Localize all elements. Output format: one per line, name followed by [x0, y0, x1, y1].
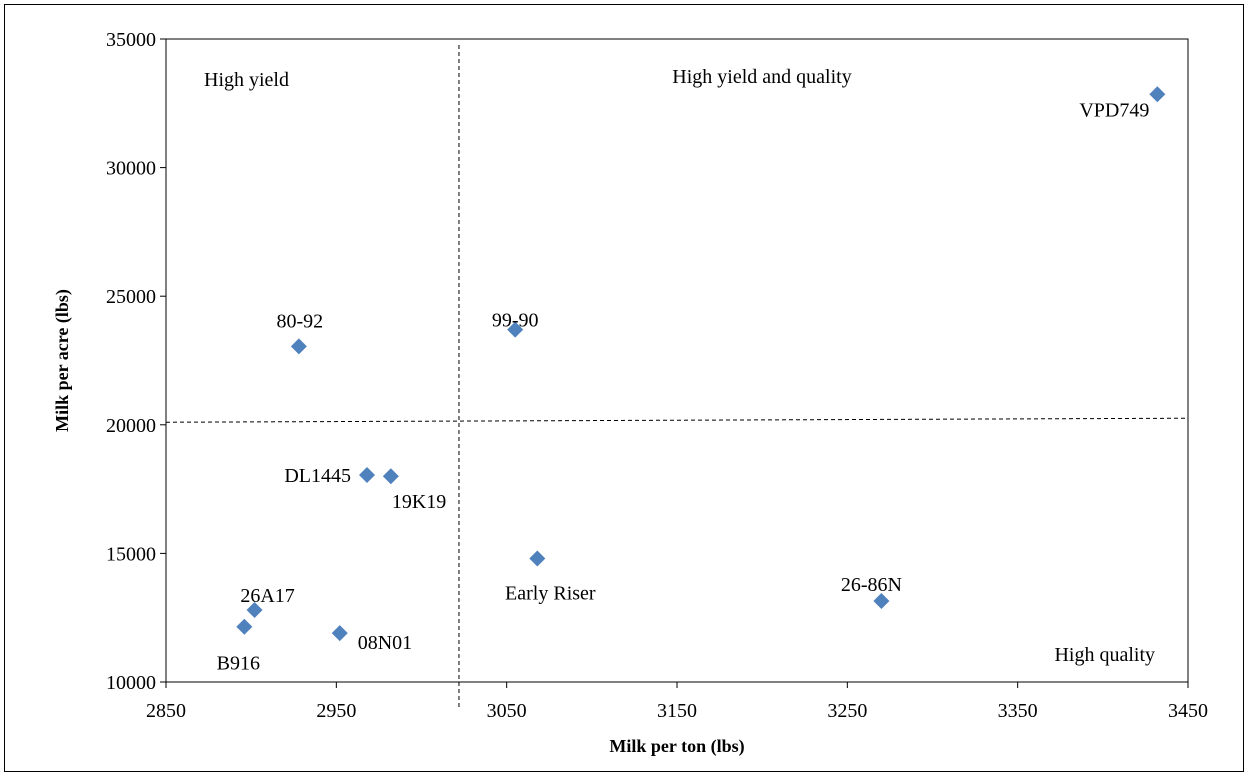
y-tick-label: 25000: [106, 286, 156, 308]
data-label-b916: B916: [217, 653, 260, 675]
data-point-80-92: [290, 338, 307, 355]
data-point-26-86n: [873, 592, 890, 609]
data-point-26a17: [246, 601, 263, 618]
quadrant-label-high-quality: High quality: [1054, 644, 1155, 666]
point-labels: VPD749 80-92 99-90 DL1445 19K19 Early Riser 26…: [217, 99, 1150, 674]
data-points: [236, 86, 1166, 642]
data-label-80-92: 80-92: [277, 310, 324, 332]
x-tick-label: 3250: [827, 700, 867, 722]
x-tick-label: 3350: [998, 700, 1038, 722]
plot-area-border: [165, 38, 1189, 683]
reference-lines: [165, 45, 1189, 707]
x-tick-label: 2950: [316, 700, 356, 722]
data-label-vpd749: VPD749: [1079, 99, 1149, 121]
data-label-19k19: 19K19: [392, 491, 446, 513]
data-label-26-86n: 26-86N: [841, 574, 902, 596]
data-label-dl1445: DL1445: [284, 465, 351, 487]
y-axis-title: Milk per acre (lbs): [52, 289, 73, 432]
axes: 2850 2950 3050 3150 3250 3350 3450 10000 15000 20…: [52, 29, 1208, 757]
x-tick-label: 2850: [146, 700, 186, 722]
data-label-99-90: 99-90: [492, 310, 539, 332]
y-tick-label: 20000: [106, 415, 156, 437]
quadrant-labels: High yield High yield and quality High qua…: [204, 66, 1155, 666]
x-tick-label: 3150: [657, 700, 697, 722]
data-label-early-riser: Early Riser: [505, 583, 596, 605]
chart-frame: [4, 4, 1244, 772]
x-tick-label: 3050: [487, 700, 527, 722]
data-point-vpd749: [1149, 86, 1166, 103]
quadrant-label-high-yield: High yield: [204, 69, 289, 91]
data-label-08n01: 08N01: [358, 632, 412, 654]
data-point-19k19: [382, 468, 399, 485]
data-point-08n01: [331, 625, 348, 642]
x-tick-label: 3450: [1168, 700, 1208, 722]
y-tick-label: 30000: [106, 158, 156, 180]
quadrant-label-high-yield-and-quality: High yield and quality: [672, 66, 851, 88]
data-point-dl1445: [358, 466, 375, 483]
y-tick-label: 35000: [106, 29, 156, 51]
data-point-99-90: [507, 321, 524, 338]
horizontal-reference-line: [165, 417, 1189, 423]
data-point-b916: [236, 618, 253, 635]
x-axis-title: Milk per ton (lbs): [609, 736, 744, 757]
y-tick-label: 10000: [106, 672, 156, 694]
y-tick-label: 15000: [106, 543, 156, 565]
data-label-26a17: 26A17: [240, 585, 294, 607]
data-point-early-riser: [529, 550, 546, 567]
